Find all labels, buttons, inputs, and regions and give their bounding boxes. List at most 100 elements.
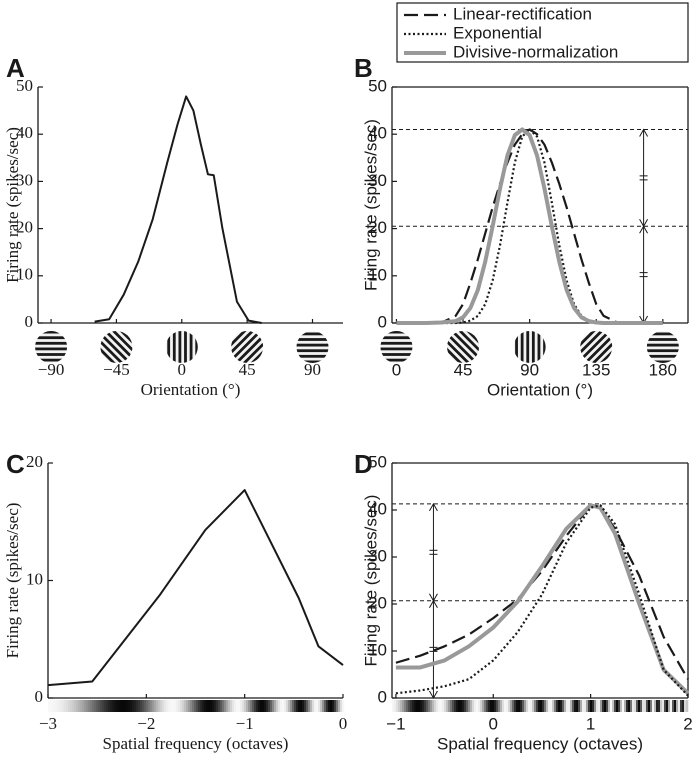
y-tick-label: 0 <box>35 687 44 706</box>
grating-stripes <box>380 331 413 363</box>
frequency-strip <box>134 700 137 712</box>
frequency-strip <box>554 700 557 712</box>
frequency-strip <box>340 700 343 712</box>
frequency-strip <box>82 700 85 712</box>
frequency-strip <box>172 700 175 712</box>
frequency-strip <box>660 700 663 712</box>
grating-rot <box>646 331 679 363</box>
x-tick-label: 180 <box>649 360 677 379</box>
frequency-strip <box>638 700 641 712</box>
frequency-strip <box>94 700 97 712</box>
frequency-strip <box>204 700 207 712</box>
y-tick-label: 20 <box>368 593 387 612</box>
grating-bar <box>646 338 679 341</box>
grating-bar <box>100 337 127 363</box>
frequency-strip <box>482 700 485 712</box>
frequency-strip <box>600 700 603 712</box>
x-tick-label: 45 <box>454 360 473 379</box>
panel: D 0 10 20 30 40 50 −1 0 1 2 Spatial frequency (octa… <box>354 449 693 754</box>
frequency-strip <box>506 700 509 712</box>
frequency-strip <box>674 700 677 712</box>
frequency-strip <box>510 700 513 712</box>
grating-stripes <box>646 331 679 363</box>
x-tick-label: −1 <box>386 714 405 733</box>
frequency-strip <box>236 700 239 712</box>
x-axis-label: Orientation (°) <box>487 380 593 399</box>
frequency-strip <box>48 700 51 712</box>
frequency-strip <box>224 700 227 712</box>
frequency-strip <box>106 700 109 712</box>
frequency-strip <box>120 700 123 712</box>
x-tick-label: −45 <box>103 360 130 379</box>
frequency-strip <box>102 700 105 712</box>
grating-bar <box>580 331 603 353</box>
frequency-strip <box>242 700 245 712</box>
frequency-strip <box>462 700 465 712</box>
frequency-strip <box>244 700 247 712</box>
frequency-strip <box>306 700 309 712</box>
grating-bar <box>231 331 261 361</box>
frequency-strip <box>208 700 211 712</box>
frequency-strip <box>178 700 181 712</box>
grating <box>35 331 68 363</box>
frequency-strip <box>420 700 423 712</box>
grating-bar <box>296 343 329 347</box>
frequency-strip <box>664 700 667 712</box>
grating-bar <box>35 353 68 356</box>
panel: A 0 10 20 30 40 50 −90 −45 0 45 90 Orientation (°) Fi… <box>3 53 343 399</box>
grating-bar <box>447 337 473 363</box>
frequency-strip <box>630 700 633 712</box>
frequency-strip <box>238 700 241 712</box>
frequency-strip <box>254 700 257 712</box>
frequency-strip <box>398 700 401 712</box>
frequency-strip <box>472 700 475 712</box>
frequency-strip <box>666 700 669 712</box>
frequency-strip <box>320 700 323 712</box>
frequency-strip <box>318 700 321 712</box>
grating-bar <box>296 354 329 358</box>
frequency-strip <box>162 700 165 712</box>
frequency-strip <box>176 700 179 712</box>
x-axis-label: Orientation (°) <box>141 380 241 399</box>
frequency-strip <box>116 700 119 712</box>
frequency-strip <box>678 700 681 712</box>
y-tick-label: 10 <box>16 265 33 284</box>
frequency-strip <box>154 700 157 712</box>
frequency-strip <box>282 700 285 712</box>
grating-bar <box>178 331 182 363</box>
legend-box <box>396 2 689 63</box>
frequency-strip <box>240 700 243 712</box>
frequency-strip <box>550 700 553 712</box>
grating-bar <box>646 349 679 353</box>
grating-rot <box>296 331 329 363</box>
frequency-strip <box>402 700 405 712</box>
frequency-strip <box>442 700 445 712</box>
frequency-strip <box>212 700 215 712</box>
frequency-strip <box>108 700 111 712</box>
frequency-strip <box>636 700 639 712</box>
frequency-strip <box>184 700 187 712</box>
frequency-strip <box>620 700 623 712</box>
frequency-strip <box>496 700 499 712</box>
frequency-strip <box>274 700 277 712</box>
frequency-strip <box>400 700 403 712</box>
frequency-strip <box>454 700 457 712</box>
frequency-strip <box>266 700 269 712</box>
grating-bar <box>167 331 171 363</box>
y-tick-label: 40 <box>368 124 387 143</box>
panel-label: D <box>354 449 373 479</box>
frequency-strip <box>414 700 417 712</box>
frequency-strip <box>544 700 547 712</box>
frequency-strip <box>96 700 99 712</box>
grating-bar <box>531 331 535 363</box>
frequency-strip <box>188 700 191 712</box>
frequency-strip <box>504 700 507 712</box>
frequency-strip <box>80 700 83 712</box>
frequency-strip <box>486 700 489 712</box>
frequency-strip <box>632 700 635 712</box>
frequency-strip <box>342 700 345 712</box>
frequency-strip <box>334 700 337 712</box>
grating <box>513 331 546 363</box>
frequency-strip <box>84 700 87 712</box>
frequency-strip <box>294 700 297 712</box>
